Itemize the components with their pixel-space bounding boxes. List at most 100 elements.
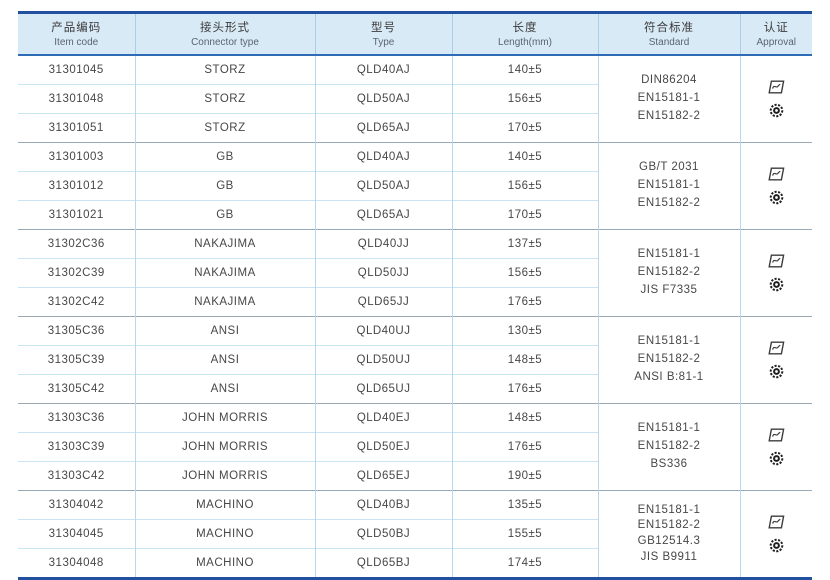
class-mark-icon [768, 254, 785, 268]
approval-icons [743, 515, 811, 553]
length-cell: 170±5 [451, 200, 598, 230]
type-cell: QLD50AJ [314, 84, 452, 114]
standard-line: DIN86204 [641, 74, 697, 87]
approval-icons [743, 428, 811, 466]
length-cell: 135±5 [451, 490, 598, 520]
connector-type-cell: MACHINO [134, 519, 315, 549]
col-header-standard-zh: 符合标准 [644, 22, 694, 34]
wheelmark-icon [769, 538, 784, 553]
connector-type-cell: GB [134, 142, 315, 172]
connector-type-cell: STORZ [134, 84, 315, 114]
table-row: 31303C36 JOHN MORRIS QLD40EJ 148±5 EN15181-1… [18, 403, 812, 491]
wheelmark-icon [769, 277, 784, 292]
type-cell: QLD40EJ [314, 403, 452, 433]
col-header-connector-type-en: Connector type [191, 37, 259, 48]
table-row: 31301021 GB QLD65AJ 170±5 [18, 200, 812, 230]
col-header-item-code-en: Item code [54, 37, 99, 48]
table-row: 31301003 GB QLD40AJ 140±5 GB/T 2031 EN15181-1… [18, 142, 812, 230]
col-header-approval-zh: 认证 [763, 22, 789, 34]
item-code-cell: 31301048 [18, 84, 135, 114]
length-cell: 176±5 [451, 287, 598, 317]
table-row: 31303C39 JOHN MORRIS QLD50EJ 176±5 [18, 432, 812, 462]
col-header-length: 长度 Length(mm) [451, 11, 598, 56]
item-code-cell: 31302C36 [18, 229, 135, 259]
item-code-cell: 31303C36 [18, 403, 135, 433]
col-header-standard: 符合标准 Standard [597, 11, 740, 56]
type-cell: QLD50BJ [314, 519, 452, 549]
length-cell: 137±5 [451, 229, 598, 259]
approval-cell [739, 403, 812, 491]
connector-type-cell: JOHN MORRIS [134, 403, 315, 433]
type-cell: QLD50UJ [314, 345, 452, 375]
connector-type-cell: NAKAJIMA [134, 229, 315, 259]
standard-line: EN15181-1 [637, 248, 701, 261]
table-row: 31302C39 NAKAJIMA QLD50JJ 156±5 [18, 258, 812, 288]
col-header-approval-en: Approval [756, 37, 796, 48]
item-code-cell: 31301003 [18, 142, 135, 172]
item-code-cell: 31304042 [18, 490, 135, 520]
approval-icons [743, 254, 811, 292]
standard-line: EN15181-1 [637, 335, 701, 348]
table-row: 31302C42 NAKAJIMA QLD65JJ 176±5 [18, 287, 812, 317]
standard-cell: EN15181-1 EN15182-2 GB12514.3 JIS B9911 [597, 490, 740, 579]
length-cell: 156±5 [451, 84, 598, 114]
item-code-cell: 31303C42 [18, 461, 135, 491]
connector-type-cell: JOHN MORRIS [134, 461, 315, 491]
standard-cell: EN15181-1 EN15182-2 JIS F7335 [597, 229, 740, 317]
standard-line: JIS F7335 [640, 283, 698, 296]
approval-icons [743, 80, 811, 118]
header-row: 产品编码 Item code 接头形式 Connector type 型号 Ty… [18, 11, 812, 56]
approval-icons [743, 167, 811, 205]
connector-type-cell: ANSI [134, 345, 315, 375]
standard-line: GB12514.3 [637, 535, 701, 547]
type-cell: QLD40AJ [314, 142, 452, 172]
col-header-type: 型号 Type [314, 11, 452, 56]
type-cell: QLD65AJ [314, 113, 452, 143]
col-header-length-en: Length(mm) [498, 37, 552, 48]
type-cell: QLD65BJ [314, 548, 452, 579]
type-cell: QLD65UJ [314, 374, 452, 404]
type-cell: QLD50AJ [314, 171, 452, 201]
length-cell: 148±5 [451, 345, 598, 375]
table-row: 31304045 MACHINO QLD50BJ 155±5 [18, 519, 812, 549]
standard-cell: EN15181-1 EN15182-2 ANSI B:81-1 [597, 316, 740, 404]
length-cell: 190±5 [451, 461, 598, 491]
length-cell: 155±5 [451, 519, 598, 549]
standard-line: EN15182-2 [637, 266, 701, 279]
standard-line: EN15182-2 [637, 196, 701, 209]
approval-cell [739, 55, 812, 143]
type-cell: QLD50JJ [314, 258, 452, 288]
table-row: 31303C42 JOHN MORRIS QLD65EJ 190±5 [18, 461, 812, 491]
item-code-cell: 31304048 [18, 548, 135, 579]
length-cell: 156±5 [451, 171, 598, 201]
standard-line: EN15181-1 [637, 503, 701, 516]
type-cell: QLD65JJ [314, 287, 452, 317]
wheelmark-icon [769, 364, 784, 379]
item-code-cell: 31304045 [18, 519, 135, 549]
length-cell: 170±5 [451, 113, 598, 143]
approval-icons [743, 341, 811, 379]
standard-cell: EN15181-1 EN15182-2 BS336 [597, 403, 740, 491]
type-cell: QLD40UJ [314, 316, 452, 346]
standard-cell: DIN86204 EN15181-1 EN15182-2 [597, 55, 740, 143]
length-cell: 174±5 [451, 548, 598, 579]
standard-line: EN15181-1 [637, 92, 701, 105]
connector-type-cell: JOHN MORRIS [134, 432, 315, 462]
item-code-cell: 31301051 [18, 113, 135, 143]
class-mark-icon [768, 428, 785, 442]
connector-type-cell: GB [134, 171, 315, 201]
col-header-item-code-zh: 产品编码 [51, 22, 102, 34]
item-code-cell: 31301012 [18, 171, 135, 201]
connector-type-cell: GB [134, 200, 315, 230]
table-row: 31301051 STORZ QLD65AJ 170±5 [18, 113, 812, 143]
col-header-item-code: 产品编码 Item code [18, 11, 135, 56]
connector-type-cell: ANSI [134, 316, 315, 346]
connector-type-cell: MACHINO [134, 548, 315, 579]
item-code-cell: 31302C39 [18, 258, 135, 288]
item-code-cell: 31301021 [18, 200, 135, 230]
length-cell: 140±5 [451, 55, 598, 85]
type-cell: QLD40JJ [314, 229, 452, 259]
type-cell: QLD50EJ [314, 432, 452, 462]
item-code-cell: 31303C39 [18, 432, 135, 462]
type-cell: QLD40AJ [314, 55, 452, 85]
